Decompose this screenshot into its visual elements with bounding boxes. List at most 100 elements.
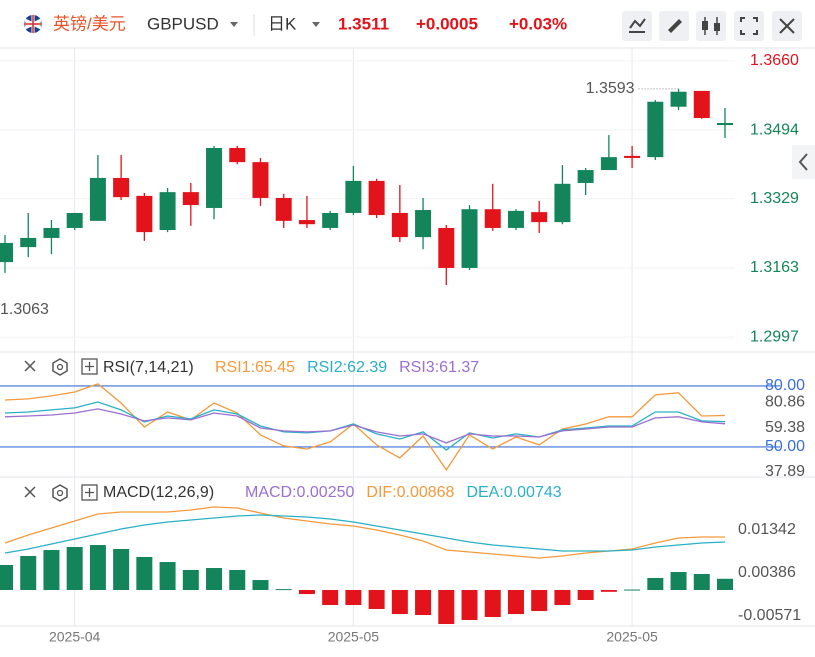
histogram-bar [298,590,315,595]
histogram-bar [322,590,339,605]
candle-body [113,177,130,198]
x-tick-label: 2025-05 [606,629,658,645]
candle-body [89,177,106,221]
candle-body [577,170,594,183]
candle-body [461,209,478,268]
legend-entry: MACD:0.00250 [245,484,354,501]
candle-body [693,90,710,118]
remove-icon[interactable] [24,486,36,498]
candle-button[interactable] [696,11,726,41]
candle-body [624,155,641,158]
header: 英镑/美元 GBPUSD 日K 1.3511 +0.0005 +0.03% [0,11,815,49]
candle-body [298,220,315,225]
symbol[interactable]: GBPUSD [147,14,219,33]
candle-body [206,147,223,208]
macd-title: MACD(12,26,9) [103,484,214,501]
y-tick-label: 1.3494 [750,121,799,138]
series-line [4,383,726,472]
candle-body [554,183,571,223]
candle-body [252,162,269,198]
y-tick-label: 0.01342 [738,521,796,538]
dropdown-arrow[interactable] [230,22,238,27]
candle-body [20,237,37,248]
annotation: 1.3063 [0,301,49,318]
histogram-bar [20,556,37,591]
histogram-bar [252,580,269,591]
add-icon[interactable] [81,484,98,501]
histogram-bar [461,590,478,621]
candle-body [415,210,432,238]
y-tick-label: -0.00571 [738,607,801,624]
reference-label: 80.00 [765,377,805,394]
histogram-bar [507,590,524,615]
candle-body [0,242,13,263]
histogram-bar [693,573,710,591]
y-tick-label: 1.3163 [750,259,799,276]
legend-entry: RSI3:61.37 [399,359,479,376]
icon [798,153,808,171]
y-tick-label: 1.2997 [750,328,799,345]
icon [702,21,708,30]
fullscreen-button[interactable] [734,11,764,41]
histogram-bar [647,577,664,591]
legend-entry: DEA:0.00743 [466,484,561,501]
settings-icon[interactable] [52,358,68,376]
annotation: 1.3593 [586,80,635,97]
histogram-bar [229,569,246,591]
candle-body [670,91,687,107]
histogram-bar [624,589,641,591]
dropdown-arrow[interactable] [312,22,320,27]
histogram-bar [577,590,594,600]
candle-body [368,180,385,216]
x-tick-label: 2025-04 [49,629,101,645]
change-pct: +0.03% [509,14,567,33]
histogram-bar [391,590,408,615]
candle-body [43,227,60,238]
price: 1.3511 [338,14,389,33]
histogram-bar [600,590,617,592]
candle-body [717,122,733,126]
change: +0.0005 [416,14,478,33]
x-tick-label: 2025-05 [328,629,380,645]
candle-body [600,157,617,171]
series-line [4,401,726,451]
y-tick-label: 1.3660 [750,52,799,69]
histogram-bar [368,590,385,609]
flag-cross-red [24,15,42,33]
add-icon[interactable] [81,358,98,375]
icon [666,19,683,33]
y-tick-label: 1.3329 [750,190,799,207]
settings-icon [56,363,64,371]
candle-body [275,197,292,221]
histogram-bar [206,568,223,591]
histogram-bar [113,548,130,591]
histogram-bar [345,590,362,605]
candle-body [438,227,455,268]
toolbar [622,11,802,41]
histogram-bar [182,569,199,591]
add-icon [85,362,94,371]
indicator-button[interactable] [622,11,652,41]
series-line [4,514,726,554]
candle-body [136,195,153,233]
collapse-button[interactable] [792,145,815,179]
candle-body [507,210,524,228]
y-tick-label: 59.38 [765,419,805,436]
legend-entry: RSI1:65.45 [215,359,295,376]
period[interactable]: 日K [268,14,297,33]
histogram-bar [531,590,548,612]
candle-body [182,192,199,206]
icon [629,18,646,33]
rsi-title: RSI(7,14,21) [103,359,194,376]
macd-header: MACD(12,26,9) [24,484,214,502]
y-tick-label: 37.89 [765,463,805,480]
instrument-name[interactable]: 英镑/美元 [53,14,126,33]
histogram-bar [717,578,733,591]
remove-icon[interactable] [24,360,36,372]
histogram-bar [136,556,153,591]
candle-body [322,212,339,228]
settings-icon[interactable] [52,484,68,502]
histogram-bar [554,590,571,605]
y-tick-label: 0.00386 [738,564,796,581]
